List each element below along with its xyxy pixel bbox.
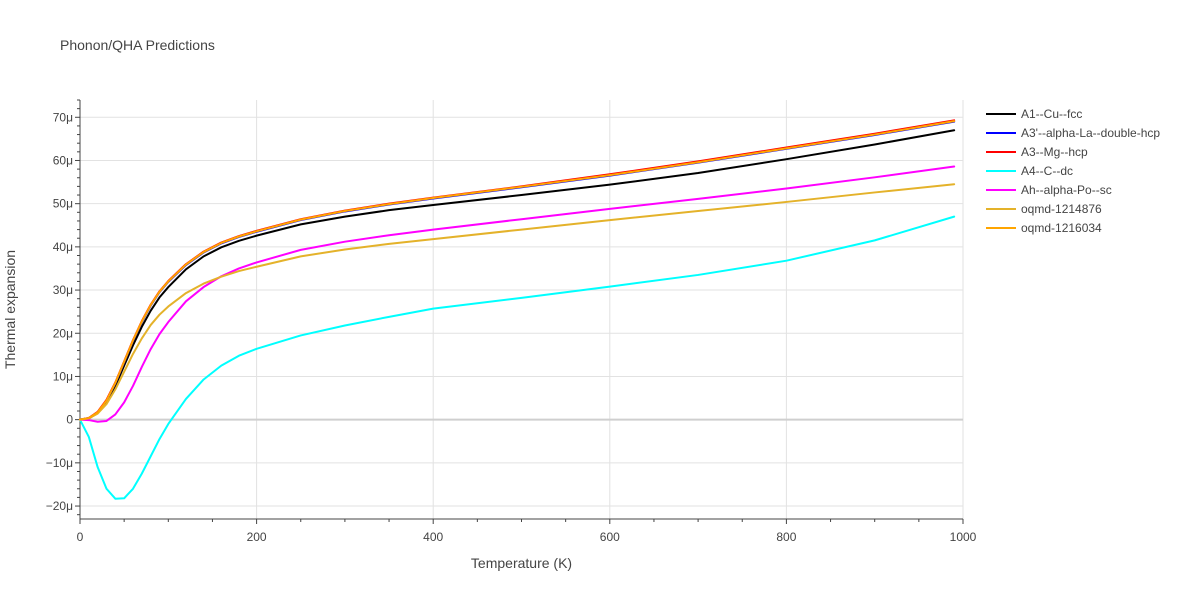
x-axis-title: Temperature (K) <box>471 555 572 571</box>
legend-label[interactable]: Ah--alpha-Po--sc <box>1021 183 1112 197</box>
series-line-5[interactable] <box>79 165 956 423</box>
legend-label[interactable]: A4--C--dc <box>1021 164 1073 178</box>
y-tick-label: 10μ <box>53 369 73 383</box>
y-tick-label: −20μ <box>46 499 73 513</box>
plot-area[interactable] <box>79 119 956 500</box>
x-tick-label: 600 <box>600 530 620 544</box>
grid <box>80 100 964 519</box>
x-tick-label: 1000 <box>950 530 977 544</box>
legend-label[interactable]: oqmd-1216034 <box>1021 221 1102 235</box>
y-tick-label: 20μ <box>53 326 73 340</box>
series-line-2[interactable] <box>79 120 956 421</box>
series-line-1[interactable] <box>79 129 956 421</box>
series-line-6[interactable] <box>79 183 956 421</box>
legend-label[interactable]: oqmd-1214876 <box>1021 202 1102 216</box>
legend: A1--Cu--fcc A3'--alpha-La--double-hcp A3--… <box>986 107 1160 235</box>
legend-label[interactable]: A3'--alpha-La--double-hcp <box>1021 126 1160 140</box>
y-tick-label: 40μ <box>53 240 73 254</box>
y-tick-label: 50μ <box>53 197 73 211</box>
legend-label[interactable]: A3--Mg--hcp <box>1021 145 1088 159</box>
y-axis-title: Thermal expansion <box>2 250 18 369</box>
chart-title: Phonon/QHA Predictions <box>60 37 215 53</box>
y-tick-label: 30μ <box>53 283 73 297</box>
series-line-7[interactable] <box>79 120 956 421</box>
x-tick-label: 800 <box>776 530 796 544</box>
x-tick-label: 200 <box>247 530 267 544</box>
x-tick-label: 0 <box>77 530 84 544</box>
y-tick-label: −10μ <box>46 456 73 470</box>
y-tick-label: 60μ <box>53 153 73 167</box>
y-tick-label: 70μ <box>53 110 73 124</box>
legend-label[interactable]: A1--Cu--fcc <box>1021 107 1082 121</box>
x-tick-label: 400 <box>423 530 443 544</box>
axes: 0 200 400 600 800 1000 −20μ −10μ 0 10μ 20μ 30μ 40μ 50… <box>46 99 977 544</box>
y-tick-label: 0 <box>66 413 73 427</box>
series-line-4[interactable] <box>79 215 956 500</box>
